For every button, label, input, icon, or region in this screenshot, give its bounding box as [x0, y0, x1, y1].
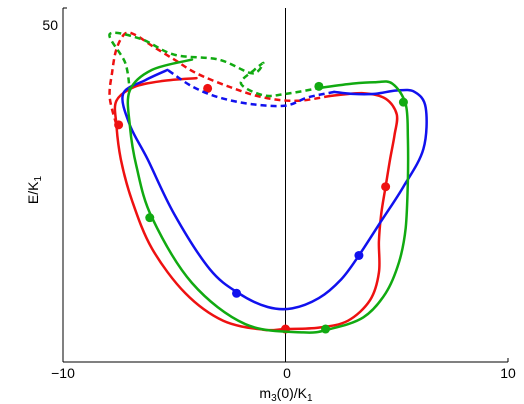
green-series — [108, 31, 410, 334]
blue-marker-0 — [232, 288, 242, 298]
green-solid-curve — [126, 58, 410, 334]
y-axis-label: E/K1 — [25, 175, 44, 204]
red-series — [108, 31, 399, 334]
blue-solid-curve — [121, 68, 428, 311]
labels: −10 0 10 50 m3(0)/K1 E/K1 — [25, 17, 516, 404]
x-axis-label: m3(0)/K1 — [259, 385, 313, 404]
green-dashed-curve — [108, 31, 322, 98]
green-marker-3 — [321, 324, 331, 334]
blue-marker-1 — [354, 250, 364, 260]
green-marker-2 — [398, 97, 408, 107]
red-marker-2 — [381, 182, 391, 192]
x-tick-label-10: 10 — [500, 365, 516, 381]
series-layer — [108, 31, 428, 334]
axes — [62, 7, 509, 363]
red-marker-1 — [203, 83, 213, 93]
blue-series — [121, 68, 428, 311]
x-tick-label-neg10: −10 — [51, 365, 75, 381]
blue-dashed-curve — [166, 68, 335, 108]
y-tick-label-50: 50 — [42, 17, 58, 33]
x-tick-label-0: 0 — [283, 365, 291, 381]
green-marker-0 — [145, 213, 155, 223]
red-solid-curve — [113, 76, 399, 332]
green-marker-1 — [314, 81, 324, 91]
red-dashed-curve — [108, 31, 331, 126]
red-marker-0 — [114, 120, 124, 130]
